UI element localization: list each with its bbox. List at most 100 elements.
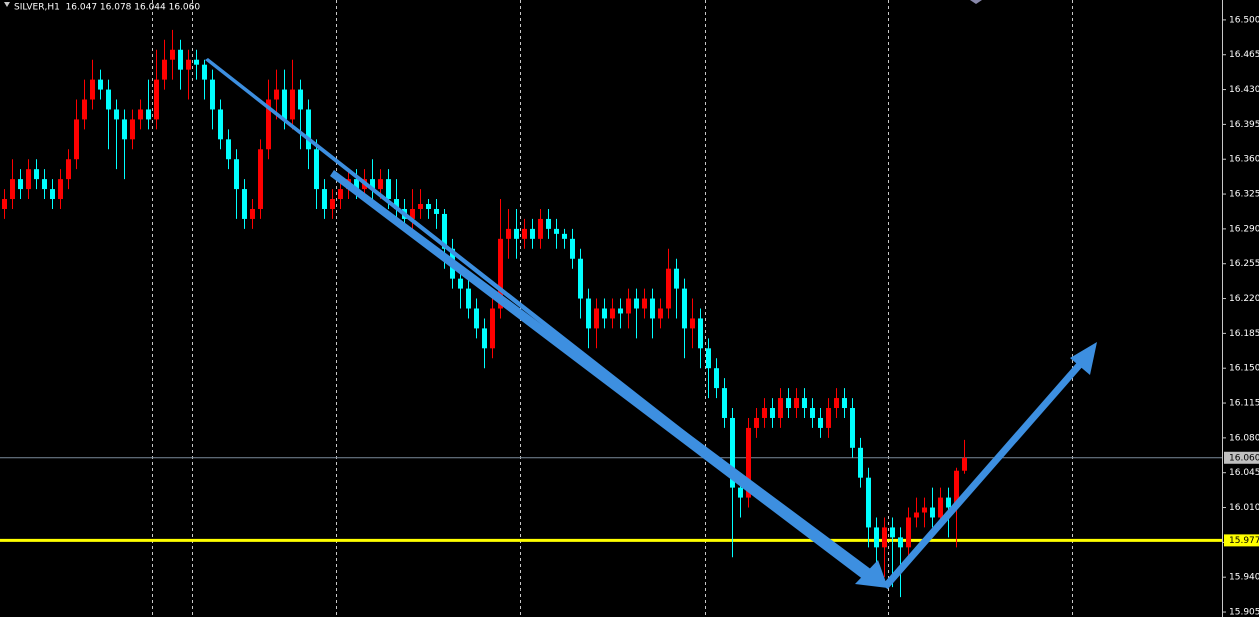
candle-body (530, 228, 535, 239)
candle-body (418, 204, 423, 209)
candle-body (122, 119, 127, 140)
candle-body (842, 398, 847, 409)
candle-body (442, 213, 447, 249)
candle-body (538, 218, 543, 239)
candle-body (674, 268, 679, 289)
candle-body (786, 398, 791, 409)
y-tick-label: 16.290 (1229, 224, 1259, 234)
candle-body (898, 537, 903, 548)
y-tick-label: 16.115 (1229, 399, 1259, 409)
y-tick-label: 16.465 (1229, 50, 1259, 60)
candle-body (666, 268, 671, 309)
candle-body (482, 328, 487, 349)
candle-body (290, 89, 295, 120)
candle-body (426, 204, 431, 209)
candle-body (162, 59, 167, 80)
candle-body (858, 447, 863, 478)
candle-body (506, 228, 511, 239)
candle-body (594, 308, 599, 329)
candle-body (626, 298, 631, 314)
candle-body (90, 79, 95, 100)
current-price-label: 16.060 (1229, 453, 1259, 463)
levels (0, 457, 1222, 542)
candle-body (42, 179, 47, 190)
candle-body (394, 199, 399, 209)
candle-body (114, 109, 119, 120)
y-tick-label: 16.255 (1229, 259, 1259, 269)
y-tick-label: 16.430 (1229, 85, 1259, 95)
trend-arrow-shaft (330, 170, 872, 580)
candle-body (370, 179, 375, 190)
candle-body (18, 179, 23, 190)
candle-body (946, 497, 951, 508)
candle-body (434, 208, 439, 214)
y-tick-label: 16.080 (1229, 433, 1259, 443)
candle-body (826, 408, 831, 428)
candle-body (738, 487, 743, 498)
candle-body (226, 139, 231, 160)
candle-body (258, 149, 263, 209)
rebound-arrow-shaft (882, 359, 1085, 590)
y-tick-label: 15.905 (1229, 608, 1259, 617)
candles (2, 29, 967, 598)
candle-body (50, 189, 55, 200)
candle-body (386, 179, 391, 200)
candle-body (706, 348, 711, 369)
candle-body (610, 308, 615, 319)
y-tick-label: 16.185 (1229, 329, 1259, 339)
candle-body (466, 288, 471, 309)
candle-body (794, 398, 799, 409)
candle-body (146, 109, 151, 120)
candle-body (194, 59, 199, 65)
candle-body (562, 233, 567, 239)
candle-body (514, 228, 519, 239)
candle-body (186, 59, 191, 70)
candle-body (66, 159, 71, 180)
candle-body (98, 79, 103, 90)
candle-body (210, 79, 215, 110)
candle-body (74, 119, 79, 160)
y-tick-label: 16.500 (1229, 15, 1259, 25)
candle-body (178, 49, 183, 70)
candle-body (306, 109, 311, 150)
candle-body (642, 298, 647, 309)
candle-body (34, 169, 39, 180)
candle-body (338, 189, 343, 200)
candle-body (874, 527, 879, 548)
y-tick-label: 16.010 (1229, 503, 1259, 513)
candle-body (818, 417, 823, 428)
candle-body (474, 308, 479, 329)
y-tick-label: 16.150 (1229, 364, 1259, 374)
candle-body (554, 228, 559, 234)
candle-body (930, 507, 935, 518)
candle-body (354, 179, 359, 190)
candle-body (618, 308, 623, 314)
candle-body (634, 298, 639, 309)
candle-body (242, 189, 247, 219)
candle-body (234, 159, 239, 190)
candle-body (106, 89, 111, 110)
candle-body (778, 398, 783, 418)
candle-body (82, 99, 87, 120)
candle-body (698, 318, 703, 349)
trend-arrow-head (855, 560, 888, 588)
candle-body (762, 408, 767, 418)
candle-body (602, 308, 607, 319)
candle-body (330, 199, 335, 209)
candle-body (522, 228, 527, 239)
candle-body (714, 368, 719, 389)
candle-body (130, 119, 135, 140)
candle-body (890, 527, 895, 538)
current-price-box (1224, 451, 1259, 464)
candle-body (834, 398, 839, 409)
candle-body (570, 238, 575, 259)
trend-arrows (205, 58, 1097, 590)
candle-body (154, 79, 159, 120)
candle-body (10, 179, 15, 200)
candle-body (546, 218, 551, 229)
candle-body (754, 417, 759, 428)
candle-body (586, 298, 591, 329)
candle-body (914, 512, 919, 518)
candle-body (882, 527, 887, 548)
candle-body (954, 470, 959, 508)
